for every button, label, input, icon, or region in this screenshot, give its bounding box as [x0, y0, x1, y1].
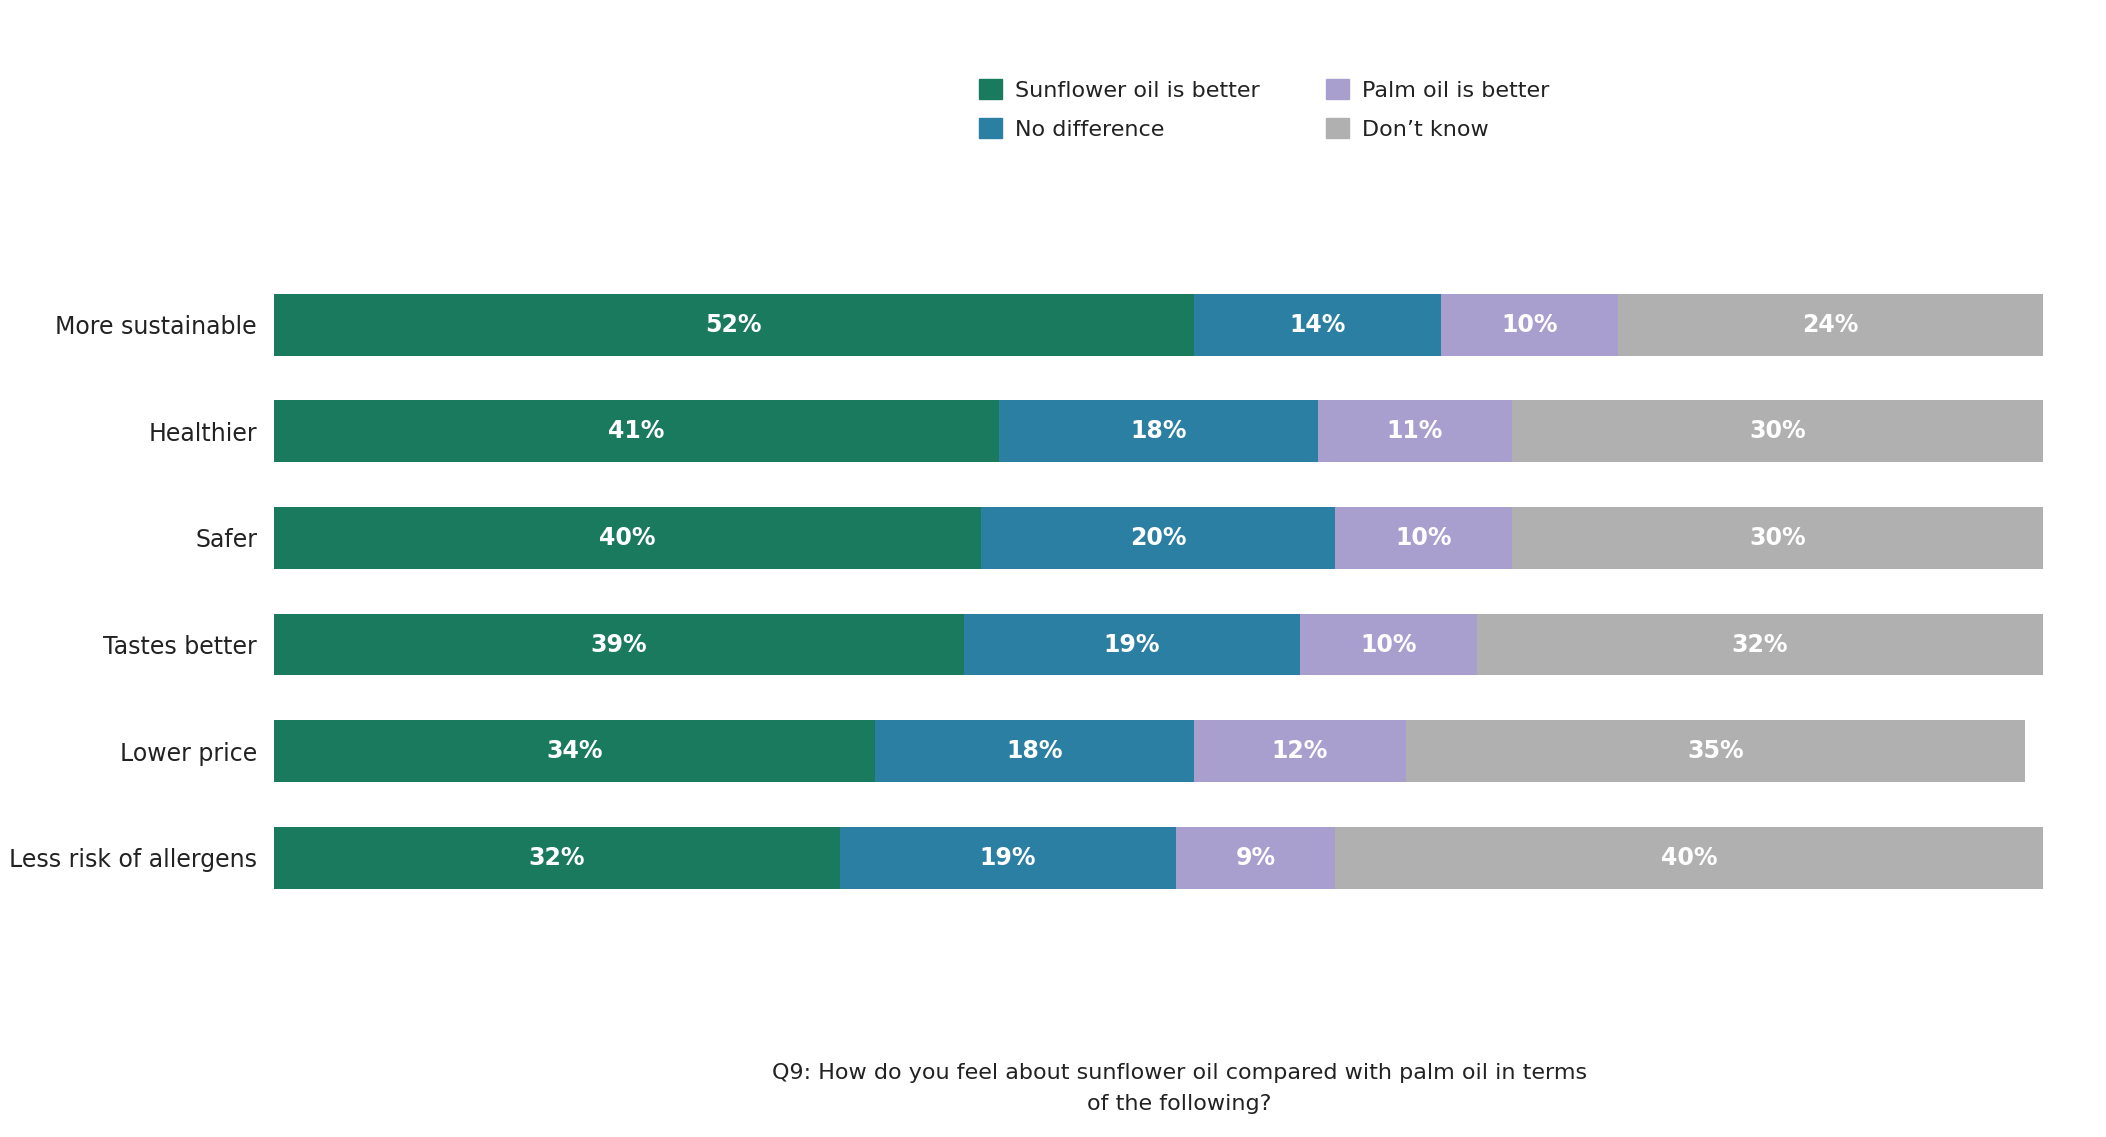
- Text: 10%: 10%: [1502, 313, 1558, 337]
- Text: 35%: 35%: [1687, 739, 1744, 763]
- Bar: [998, 400, 1318, 463]
- Text: 14%: 14%: [1289, 313, 1346, 337]
- Bar: [1441, 293, 1617, 356]
- Bar: [1512, 400, 2043, 463]
- Text: 10%: 10%: [1396, 526, 1451, 550]
- Bar: [1194, 720, 1407, 782]
- Bar: [1335, 507, 1512, 568]
- Text: 34%: 34%: [545, 739, 602, 763]
- Bar: [274, 293, 1194, 356]
- Text: 40%: 40%: [1662, 846, 1716, 870]
- Bar: [1407, 720, 2026, 782]
- Bar: [1299, 614, 1476, 675]
- Bar: [1175, 827, 1335, 889]
- Bar: [274, 400, 998, 463]
- Bar: [274, 827, 840, 889]
- Text: 10%: 10%: [1360, 632, 1417, 656]
- Text: 32%: 32%: [529, 846, 585, 870]
- Bar: [1194, 293, 1441, 356]
- Bar: [274, 507, 981, 568]
- Bar: [1617, 293, 2043, 356]
- Text: 19%: 19%: [979, 846, 1036, 870]
- Bar: [840, 827, 1175, 889]
- Text: Q9: How do you feel about sunflower oil compared with palm oil in terms
of the f: Q9: How do you feel about sunflower oil …: [771, 1063, 1588, 1114]
- Text: 19%: 19%: [1104, 632, 1160, 656]
- Bar: [1335, 827, 2043, 889]
- Text: 9%: 9%: [1236, 846, 1276, 870]
- Text: 52%: 52%: [706, 313, 762, 337]
- Text: 18%: 18%: [1007, 739, 1064, 763]
- Text: 20%: 20%: [1131, 526, 1186, 550]
- Text: 30%: 30%: [1750, 526, 1805, 550]
- Text: 40%: 40%: [600, 526, 655, 550]
- Text: 32%: 32%: [1731, 632, 1788, 656]
- Bar: [274, 614, 965, 675]
- Text: 39%: 39%: [590, 632, 647, 656]
- Bar: [876, 720, 1194, 782]
- Text: 24%: 24%: [1803, 313, 1860, 337]
- Text: 18%: 18%: [1131, 420, 1186, 443]
- Bar: [274, 720, 876, 782]
- Text: 30%: 30%: [1750, 420, 1805, 443]
- Bar: [965, 614, 1299, 675]
- Legend: Sunflower oil is better, No difference, Palm oil is better, Don’t know: Sunflower oil is better, No difference, …: [971, 70, 1558, 149]
- Text: 11%: 11%: [1386, 420, 1443, 443]
- Bar: [1318, 400, 1512, 463]
- Bar: [981, 507, 1335, 568]
- Text: 41%: 41%: [609, 420, 665, 443]
- Bar: [1476, 614, 2043, 675]
- Bar: [1512, 507, 2043, 568]
- Text: 12%: 12%: [1272, 739, 1329, 763]
